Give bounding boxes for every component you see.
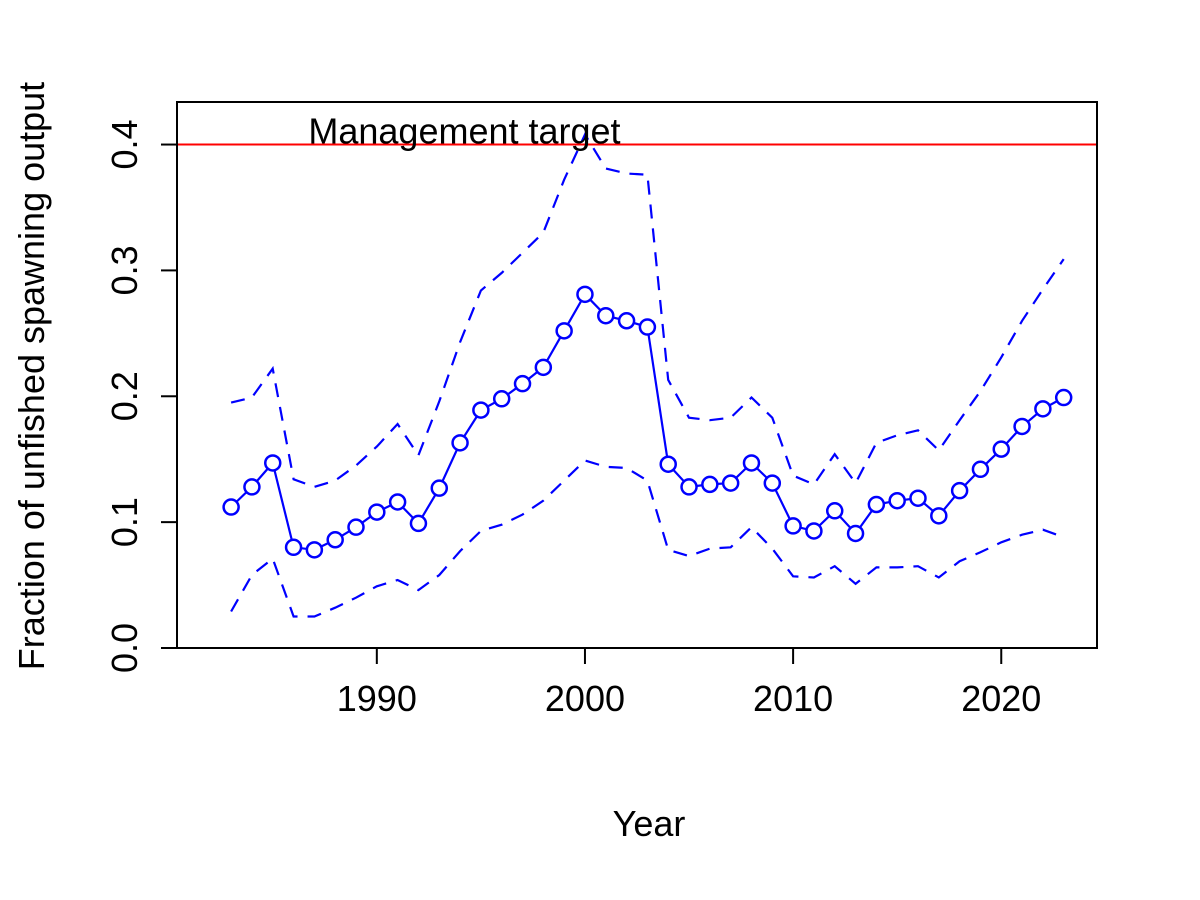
lower-interval-line xyxy=(230,459,1065,618)
x-tick-label: 2020 xyxy=(961,678,1041,719)
estimate-point xyxy=(805,522,823,540)
estimate-point xyxy=(680,478,698,496)
estimate-point xyxy=(1034,400,1052,418)
estimate-point xyxy=(992,440,1011,458)
estimate-point xyxy=(284,538,303,557)
y-tick-label: 0.3 xyxy=(104,245,145,295)
management-target-label: Management target xyxy=(308,111,620,152)
estimate-point xyxy=(451,434,469,452)
estimate-point xyxy=(326,531,344,549)
estimate-point xyxy=(638,318,657,336)
estimate-series xyxy=(222,285,1073,559)
estimate-point xyxy=(950,481,969,500)
estimate-point xyxy=(513,374,532,393)
estimate-point xyxy=(721,474,740,492)
estimate-point xyxy=(763,474,782,492)
estimate-point xyxy=(825,502,844,520)
estimate-point xyxy=(701,475,719,494)
estimate-point xyxy=(888,491,906,510)
estimate-point xyxy=(347,518,365,536)
estimate-point xyxy=(472,401,490,419)
estimate-point xyxy=(617,312,636,330)
confidence-interval-lines xyxy=(230,132,1065,618)
y-tick-label: 0.4 xyxy=(104,120,145,170)
estimate-point xyxy=(388,493,407,511)
estimate-point xyxy=(576,285,594,304)
axes: 1990 2000 2010 2020 0.0 0.1 0.2 0.3 0.4 xyxy=(104,101,1098,719)
estimate-point xyxy=(222,498,240,516)
estimate-point xyxy=(930,507,948,525)
x-tick-label: 2000 xyxy=(545,678,625,719)
estimate-point xyxy=(784,517,802,535)
y-axis-label: Fraction of unfished spawning output xyxy=(11,82,52,670)
plot-frame xyxy=(176,101,1098,649)
estimate-point xyxy=(534,358,553,377)
y-tick-label: 0.0 xyxy=(104,623,145,673)
x-tick-label: 1990 xyxy=(337,678,417,719)
estimate-point xyxy=(909,489,927,507)
estimate-point xyxy=(1054,388,1073,407)
estimate-point xyxy=(368,503,386,521)
upper-interval-line xyxy=(230,132,1065,489)
estimate-point xyxy=(492,390,511,408)
estimate-point xyxy=(742,454,761,472)
estimate-point xyxy=(971,460,990,479)
estimate-point xyxy=(305,541,324,559)
estimate-point xyxy=(263,454,282,472)
x-axis-label: Year xyxy=(613,803,686,844)
estimate-point xyxy=(597,306,615,325)
y-tick-label: 0.1 xyxy=(104,497,145,547)
estimate-point xyxy=(1013,417,1031,436)
estimate-point xyxy=(430,479,449,497)
estimate-point xyxy=(867,495,886,514)
x-tick-label: 2010 xyxy=(753,678,833,719)
estimate-point xyxy=(409,514,428,533)
estimate-point xyxy=(555,322,573,340)
y-tick-label: 0.2 xyxy=(104,371,145,421)
estimate-point xyxy=(846,524,865,543)
estimate-point xyxy=(243,478,261,496)
estimate-point xyxy=(659,455,677,473)
